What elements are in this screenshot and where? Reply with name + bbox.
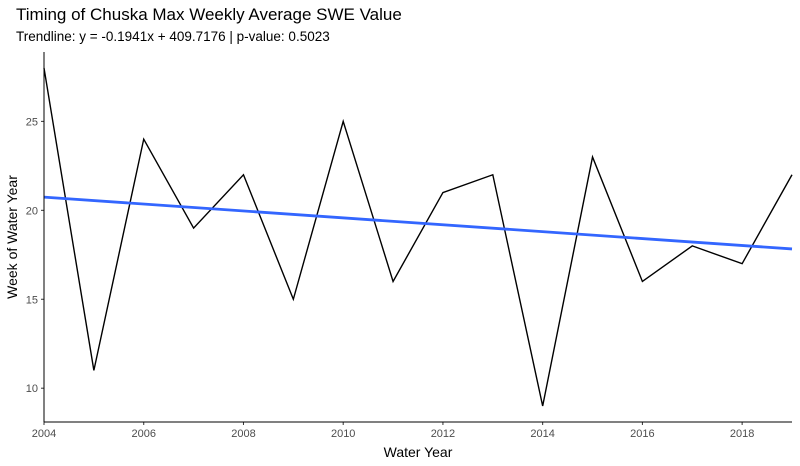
- x-tick-label: 2004: [32, 428, 56, 440]
- x-axis-ticks: 2004 2006 2008 2010 2012 2014 2016 2018: [32, 422, 754, 440]
- x-tick-label: 2014: [530, 428, 554, 440]
- x-tick-label: 2008: [231, 428, 255, 440]
- y-tick-label: 10: [26, 383, 38, 395]
- chart-subtitle: Trendline: y = -0.1941x + 409.7176 | p-v…: [16, 29, 330, 44]
- x-tick-label: 2016: [630, 428, 654, 440]
- y-axis-ticks: 10 15 20 25: [26, 116, 44, 395]
- y-tick-label: 20: [26, 205, 38, 217]
- x-tick-label: 2012: [431, 428, 455, 440]
- x-tick-label: 2006: [131, 428, 155, 440]
- series-line: [43, 67, 793, 407]
- x-axis-title: Water Year: [384, 444, 453, 460]
- x-tick-label: 2018: [730, 428, 754, 440]
- trendline: [43, 195, 793, 251]
- y-axis-title: Week of Water Year: [4, 175, 20, 299]
- y-tick-label: 25: [26, 116, 38, 128]
- chart-title: Timing of Chuska Max Weekly Average SWE …: [16, 5, 402, 24]
- plot-marks: [43, 67, 793, 407]
- x-tick-label: 2010: [331, 428, 355, 440]
- y-tick-label: 15: [26, 294, 38, 306]
